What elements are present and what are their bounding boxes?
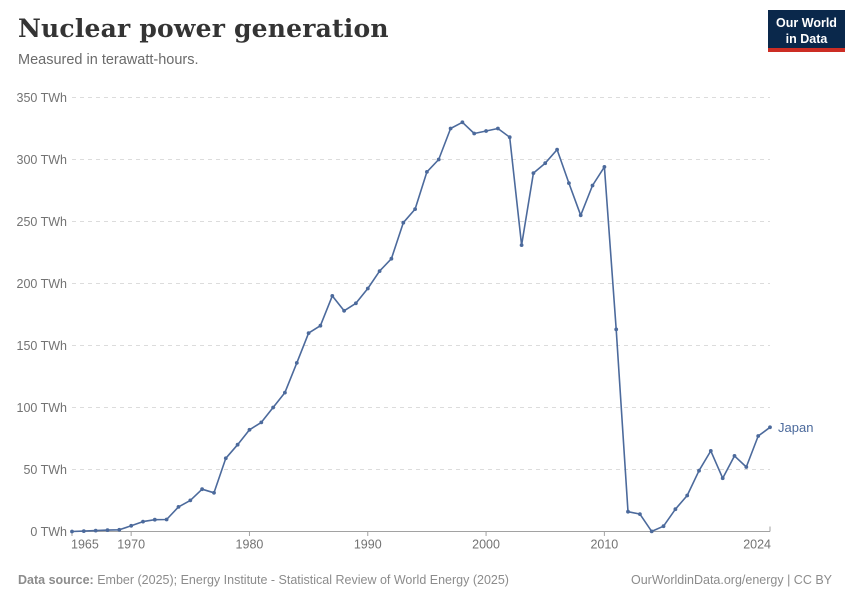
series-point	[638, 512, 642, 516]
series-point	[271, 405, 275, 410]
y-axis-label: 200 TWh	[17, 277, 68, 291]
series-point	[472, 131, 477, 136]
series-point	[81, 529, 86, 533]
series-point	[223, 456, 228, 461]
series-line-japan	[71, 121, 771, 533]
series-point	[318, 323, 323, 328]
x-axis-label: 1990	[354, 538, 382, 552]
series-point	[661, 524, 666, 529]
y-axis-label: 350 TWh	[17, 91, 68, 105]
series-point	[152, 517, 157, 522]
x-axis-label: 1970	[117, 538, 145, 552]
series-point	[401, 220, 406, 225]
series-point	[365, 286, 370, 291]
x-axis-label: 1980	[236, 538, 264, 552]
series-point	[176, 505, 181, 509]
series-point	[117, 527, 122, 532]
chart-subtitle: Measured in terawatt-hours.	[18, 52, 199, 68]
series-point	[578, 213, 583, 218]
series-point	[720, 476, 725, 481]
series-point	[200, 487, 205, 492]
y-axis-label: 0 TWh	[30, 525, 67, 539]
y-axis-label: 100 TWh	[17, 401, 68, 415]
series-point	[141, 519, 145, 524]
x-axis-label: 2010	[590, 538, 618, 552]
series-point	[377, 269, 382, 273]
series-point	[484, 129, 488, 133]
series-point	[413, 207, 417, 212]
plot-area[interactable]	[72, 98, 770, 532]
owid-link[interactable]: OurWorldinData.org/energy | CC BY	[630, 573, 832, 587]
y-axis-label: 150 TWh	[17, 339, 68, 353]
data-source-label: Data source:	[18, 573, 94, 587]
y-axis-label: 300 TWh	[17, 153, 68, 167]
owid-logo-line2: in Data	[785, 32, 828, 47]
data-source-text: Ember (2025); Energy Institute - Statist…	[93, 573, 509, 587]
series-point	[294, 361, 299, 365]
series-point	[507, 135, 512, 140]
series-point	[330, 294, 335, 298]
y-axis-label: 50 TWh	[23, 463, 67, 477]
series-point	[342, 308, 346, 313]
series-point	[756, 434, 761, 438]
x-axis-label: 2000	[472, 538, 500, 552]
series-point	[768, 425, 772, 430]
series-point	[354, 301, 358, 306]
series-point	[602, 165, 607, 169]
owid-logo-line1: Our World	[776, 16, 837, 30]
chart-title: Nuclear power generation	[18, 14, 389, 43]
series-point	[164, 517, 169, 522]
series-point	[93, 528, 98, 533]
x-axis-label: 1965	[71, 538, 99, 552]
data-source: Data source: Ember (2025); Energy Instit…	[18, 573, 509, 587]
series-point	[105, 528, 110, 532]
entity-label-japan[interactable]: Japan	[778, 420, 813, 435]
series-point	[425, 170, 429, 174]
series-point	[496, 126, 500, 131]
series-point	[531, 171, 536, 176]
series-point	[235, 442, 240, 447]
series-point	[129, 523, 134, 528]
series-point	[389, 256, 394, 261]
chart-footer: Data source: Ember (2025); Energy Instit…	[18, 573, 832, 587]
series-point	[519, 243, 524, 248]
series-point	[708, 449, 713, 453]
series-point	[460, 120, 465, 125]
series-point	[259, 420, 264, 425]
series-point	[70, 529, 74, 534]
series-point	[448, 126, 453, 131]
series-point	[212, 490, 216, 495]
series-point	[614, 327, 619, 332]
y-axis-label: 250 TWh	[17, 215, 68, 229]
series-point	[543, 161, 548, 166]
series-point	[555, 147, 559, 152]
series-point	[673, 507, 678, 512]
series-point	[567, 181, 571, 186]
series-point	[697, 468, 701, 473]
series-point	[744, 465, 749, 469]
series-point	[247, 427, 252, 432]
series-point	[732, 454, 737, 458]
x-axis-label: 2024	[743, 538, 771, 552]
series-point	[188, 498, 193, 503]
series-point	[626, 509, 630, 514]
series-point	[649, 529, 654, 534]
series-point	[283, 390, 287, 395]
series-point	[436, 157, 441, 162]
series-point	[590, 183, 595, 188]
series-point	[685, 493, 690, 498]
series-point	[306, 331, 311, 335]
owid-logo[interactable]: Our World in Data	[768, 10, 845, 52]
